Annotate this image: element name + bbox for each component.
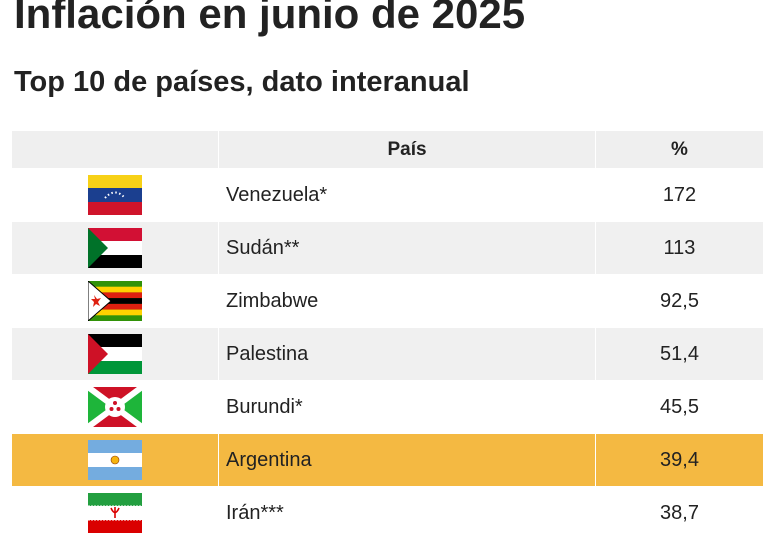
title: Inflación en junio de 2025 <box>14 0 526 37</box>
country: Venezuela* <box>226 183 328 206</box>
flag <box>88 334 142 374</box>
flag-cell <box>12 222 218 274</box>
flag <box>88 440 142 480</box>
row: Argentina 39,4 <box>12 434 763 486</box>
flag-cell <box>12 275 218 327</box>
row: Sudán** 113 <box>12 222 763 274</box>
country: Sudán** <box>219 222 595 274</box>
value: 39,4 <box>596 434 763 486</box>
value: 38,7 <box>660 501 699 524</box>
table: País % Venezuela* 172 Sudán** 113 Zimbab… <box>12 131 763 540</box>
header-cell: % <box>596 131 763 168</box>
value: 172 <box>662 183 697 206</box>
row: Burundi* 45,5 <box>12 381 763 433</box>
country: Zimbabwe <box>226 289 319 312</box>
country: Irán*** <box>226 501 284 524</box>
row: Irán*** 38,7 <box>12 487 763 539</box>
flag <box>88 493 142 533</box>
header-cell: País <box>219 131 595 168</box>
header-cell <box>12 131 218 168</box>
value: 45,5 <box>660 395 699 418</box>
flag <box>88 387 142 427</box>
flag <box>88 228 142 268</box>
value: 92,5 <box>660 289 699 312</box>
country: Burundi* <box>226 395 303 418</box>
header-row: País % <box>12 131 763 168</box>
flag-cell <box>12 328 218 380</box>
country: Argentina <box>219 434 595 486</box>
value: 51,4 <box>596 328 763 380</box>
flag <box>88 175 142 215</box>
row: Zimbabwe 92,5 <box>12 275 763 327</box>
subtitle: Top 10 de países, dato interanual <box>14 66 470 98</box>
row: Palestina 51,4 <box>12 328 763 380</box>
flag-cell <box>12 434 218 486</box>
flag-cell <box>12 169 218 221</box>
country: Palestina <box>219 328 595 380</box>
flag-cell <box>12 381 218 433</box>
value: 113 <box>596 222 763 274</box>
flag-cell <box>12 487 218 539</box>
flag <box>88 281 142 321</box>
row: Venezuela* 172 <box>12 169 763 221</box>
